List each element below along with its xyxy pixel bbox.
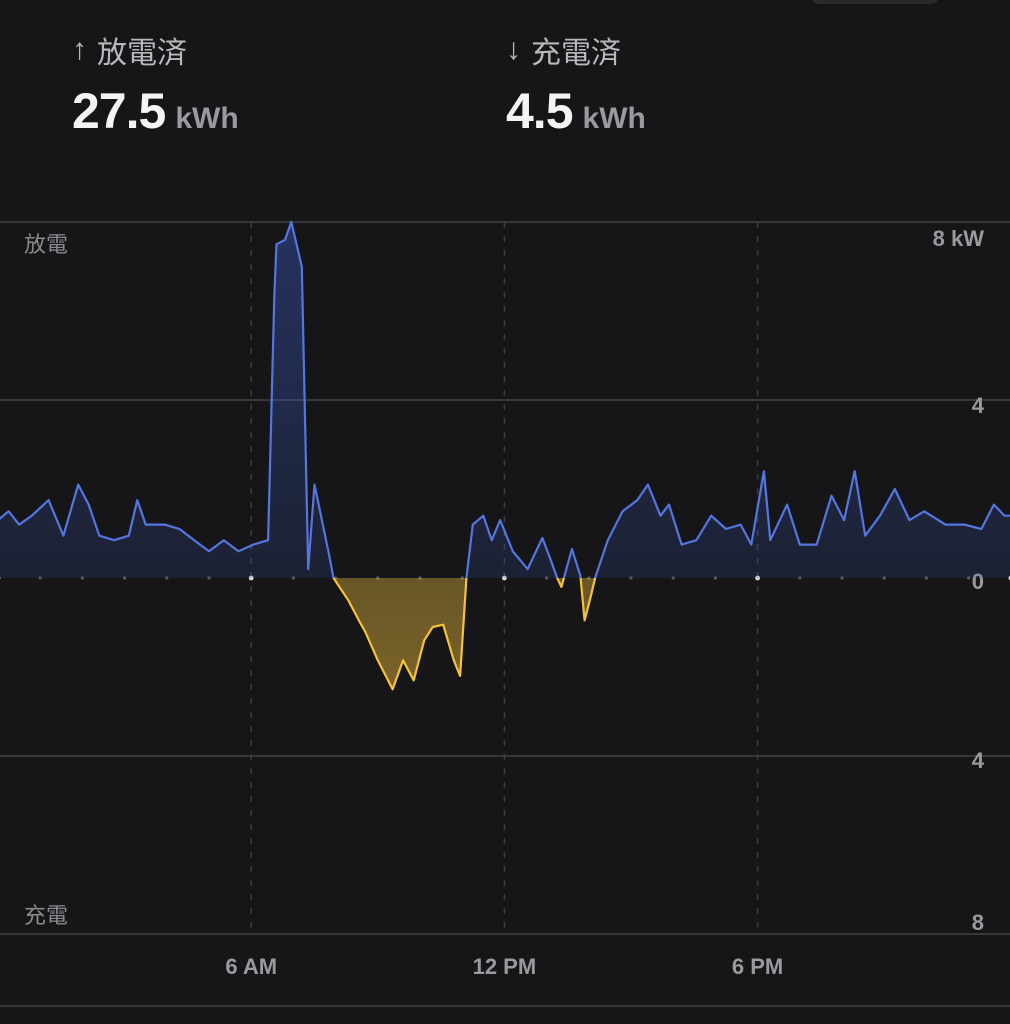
discharge-line [0, 220, 1010, 578]
arrow-down-icon: ↓ [506, 33, 521, 66]
x-tick-label: 6 AM [225, 954, 277, 979]
charged-value: 4.5 [506, 83, 574, 139]
discharged-unit: kWh [175, 102, 239, 135]
discharge-area [0, 222, 1010, 578]
discharged-label: 放電済 [97, 37, 187, 70]
x-tick-label: 12 PM [473, 954, 537, 979]
charged-unit: kWh [582, 102, 646, 135]
charge-axis-label: 充電 [24, 904, 68, 929]
y-tick-label: 4 [972, 393, 985, 418]
x-tick-label: 6 PM [732, 954, 783, 979]
charged-summary: ↓ 充電済 4.5 kWh [506, 30, 646, 140]
y-tick-label: 8 kW [933, 226, 985, 251]
charged-label: 充電済 [531, 37, 621, 70]
discharged-value: 27.5 [72, 83, 166, 139]
discharged-summary: ↑ 放電済 27.5 kWh [72, 30, 239, 140]
discharge-axis-label: 放電 [24, 233, 68, 258]
arrow-up-icon: ↑ [72, 33, 87, 66]
y-tick-label: 8 [972, 910, 984, 935]
grid [0, 221, 1010, 1007]
period-selector-button[interactable] [810, 0, 940, 4]
y-tick-label: 4 [972, 748, 985, 773]
